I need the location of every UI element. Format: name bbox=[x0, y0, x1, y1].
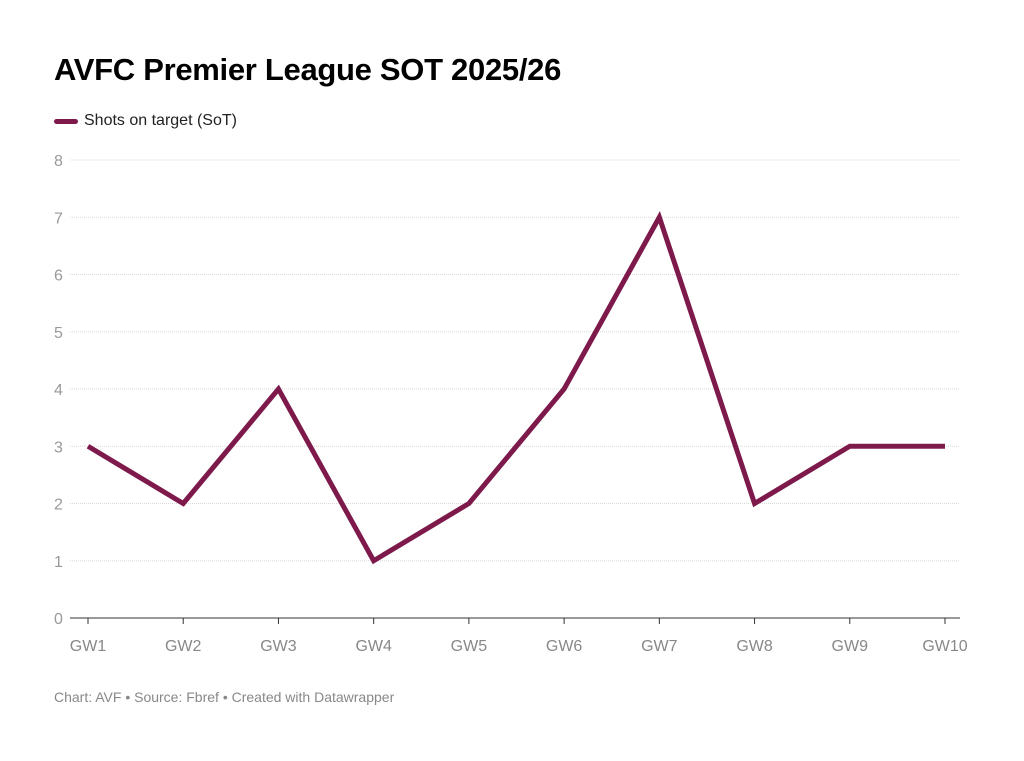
y-tick-label: 3 bbox=[54, 439, 63, 456]
x-tick-label: GW7 bbox=[641, 638, 678, 655]
y-tick-label: 0 bbox=[54, 611, 63, 628]
chart-title: AVFC Premier League SOT 2025/26 bbox=[54, 52, 562, 87]
legend: Shots on target (SoT) bbox=[54, 112, 237, 130]
y-tick-label: 6 bbox=[54, 268, 63, 285]
y-tick-label: 7 bbox=[54, 210, 63, 227]
chart-footer: Chart: AVF • Source: Fbref • Created wit… bbox=[54, 689, 395, 705]
y-tick-label: 2 bbox=[54, 497, 63, 514]
y-tick-label: 5 bbox=[54, 325, 63, 342]
x-tick-label: GW5 bbox=[451, 638, 488, 655]
x-tick-label: GW4 bbox=[355, 638, 392, 655]
x-tick-label: GW10 bbox=[922, 638, 967, 655]
x-tick-label: GW8 bbox=[736, 638, 773, 655]
x-tick-label: GW9 bbox=[832, 638, 869, 655]
x-tick-label: GW2 bbox=[165, 638, 202, 655]
x-tick-label: GW3 bbox=[260, 638, 297, 655]
legend-swatch bbox=[54, 118, 78, 124]
legend-label: Shots on target (SoT) bbox=[84, 112, 237, 129]
y-tick-label: 8 bbox=[54, 153, 63, 170]
x-tick-label: GW6 bbox=[546, 638, 583, 655]
series-line-shots-on-target bbox=[86, 211, 945, 565]
y-tick-label: 1 bbox=[54, 554, 63, 571]
y-tick-label: 4 bbox=[54, 382, 63, 399]
x-tick-label: GW1 bbox=[70, 638, 107, 655]
